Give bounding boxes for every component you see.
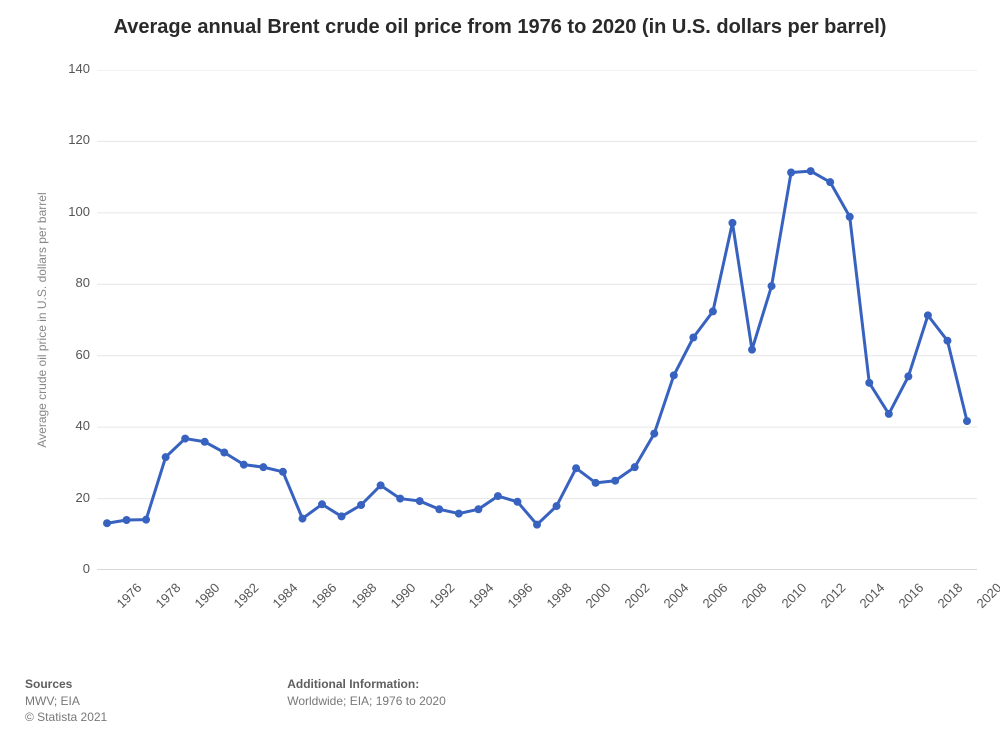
chart-footer: Sources MWV; EIA © Statista 2021 Additio… bbox=[25, 677, 975, 725]
x-tick-label: 1984 bbox=[270, 580, 301, 611]
footer-sources-line2: © Statista 2021 bbox=[25, 709, 107, 725]
footer-sources: Sources MWV; EIA © Statista 2021 bbox=[25, 677, 107, 725]
footer-additional-line1: Worldwide; EIA; 1976 to 2020 bbox=[287, 693, 446, 709]
y-tick-label: 40 bbox=[52, 418, 90, 433]
y-tick-label: 60 bbox=[52, 347, 90, 362]
x-tick-label: 1992 bbox=[426, 580, 457, 611]
x-tick-label: 2006 bbox=[700, 580, 731, 611]
x-tick-label: 2016 bbox=[895, 580, 926, 611]
y-tick-label: 140 bbox=[52, 61, 90, 76]
chart-title: Average annual Brent crude oil price fro… bbox=[0, 16, 1000, 39]
x-tick-label: 2004 bbox=[661, 580, 692, 611]
x-tick-label: 1976 bbox=[113, 580, 144, 611]
footer-sources-heading: Sources bbox=[25, 677, 107, 691]
x-tick-label: 2010 bbox=[778, 580, 809, 611]
y-axis-label: Average crude oil price in U.S. dollars … bbox=[35, 170, 49, 470]
x-tick-label: 1990 bbox=[387, 580, 418, 611]
footer-additional: Additional Information: Worldwide; EIA; … bbox=[287, 677, 446, 725]
x-tick-label: 2000 bbox=[583, 580, 614, 611]
x-tick-label: 2002 bbox=[622, 580, 653, 611]
x-tick-label: 1994 bbox=[465, 580, 496, 611]
y-tick-label: 120 bbox=[52, 132, 90, 147]
x-tick-label: 1988 bbox=[348, 580, 379, 611]
x-tick-label: 2012 bbox=[817, 580, 848, 611]
x-tick-label: 1980 bbox=[192, 580, 223, 611]
x-tick-label: 1998 bbox=[543, 580, 574, 611]
x-tick-label: 2008 bbox=[739, 580, 770, 611]
x-tick-label: 2020 bbox=[973, 580, 1000, 611]
plot-area bbox=[97, 70, 977, 570]
footer-additional-heading: Additional Information: bbox=[287, 677, 446, 691]
x-tick-label: 1986 bbox=[309, 580, 340, 611]
x-tick-label: 1996 bbox=[504, 580, 535, 611]
y-tick-label: 20 bbox=[52, 490, 90, 505]
x-tick-label: 1982 bbox=[231, 580, 262, 611]
y-tick-label: 0 bbox=[52, 561, 90, 576]
y-tick-label: 80 bbox=[52, 275, 90, 290]
plot-svg bbox=[97, 70, 977, 570]
x-tick-label: 2014 bbox=[856, 580, 887, 611]
footer-sources-line1: MWV; EIA bbox=[25, 693, 107, 709]
y-tick-label: 100 bbox=[52, 204, 90, 219]
x-tick-label: 1978 bbox=[153, 580, 184, 611]
chart-container: Average annual Brent crude oil price fro… bbox=[0, 0, 1000, 743]
x-tick-label: 2018 bbox=[934, 580, 965, 611]
